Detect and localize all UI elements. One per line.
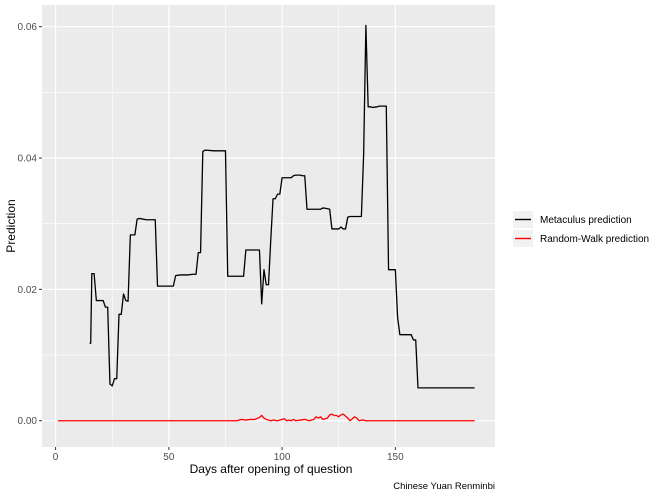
legend-label-metaculus: Metaculus prediction — [540, 215, 632, 226]
y-tick-label: 0.00 — [18, 416, 38, 427]
legend: Metaculus prediction Random-Walk predict… — [513, 211, 649, 247]
x-tick-label: 50 — [163, 452, 175, 463]
x-tick-label: 100 — [274, 452, 291, 463]
y-tick-label: 0.04 — [18, 154, 38, 165]
x-axis: 0 50 100 150 Days after opening of question — [53, 447, 404, 476]
y-tick-label: 0.02 — [18, 285, 38, 296]
series-layer — [57, 24, 475, 422]
caption: Chinese Yuan Renminbi — [393, 481, 495, 492]
x-tick-label: 0 — [53, 452, 59, 463]
legend-label-random-walk: Random-Walk prediction — [540, 234, 649, 245]
series-line-metaculus — [89, 24, 475, 389]
y-axis-title: Prediction — [4, 199, 18, 252]
series-line-random-walk — [57, 413, 475, 422]
x-tick-label: 150 — [387, 452, 404, 463]
y-tick-label: 0.06 — [18, 22, 38, 33]
y-axis: 0.00 0.02 0.04 0.06 Prediction — [4, 22, 42, 427]
x-axis-title: Days after opening of question — [190, 462, 353, 476]
